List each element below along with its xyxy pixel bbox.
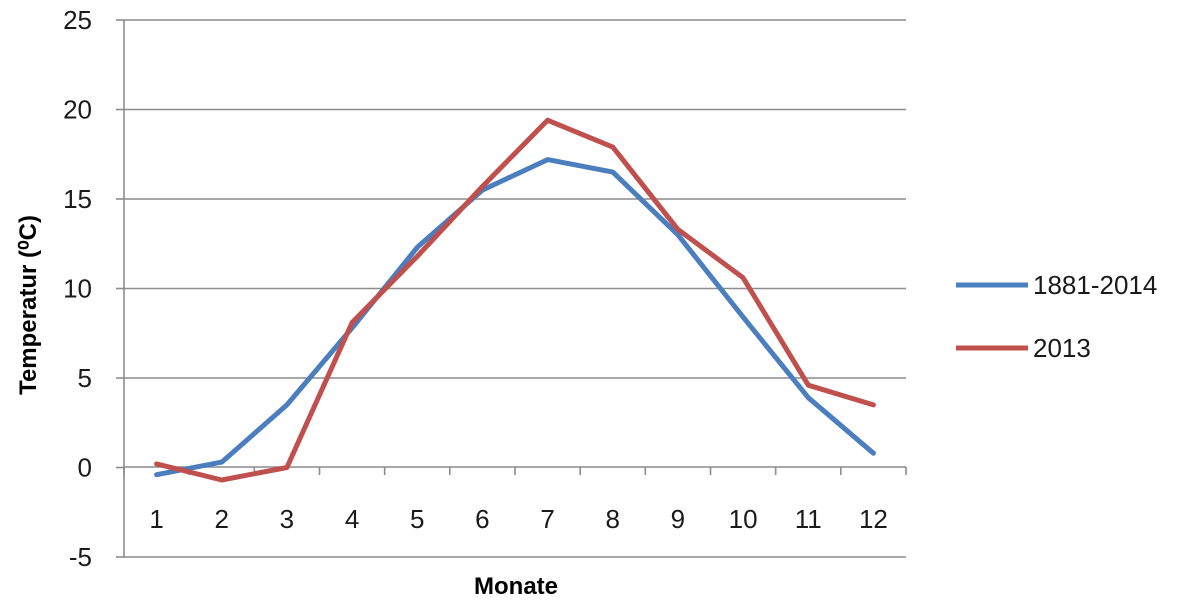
x-tick-label: 11 xyxy=(795,504,822,534)
legend-label-2013: 2013 xyxy=(1033,333,1091,363)
x-tick-label: 10 xyxy=(729,504,758,534)
y-tick-label: 10 xyxy=(63,274,92,304)
x-axis-title: Monate xyxy=(474,573,558,600)
y-tick-label: -5 xyxy=(69,542,92,572)
x-tick-label: 9 xyxy=(671,504,685,534)
gridlines xyxy=(124,19,906,558)
x-tick-label: 7 xyxy=(540,504,554,534)
x-tick-label: 4 xyxy=(345,504,359,534)
series-line-1881-2014 xyxy=(154,157,876,478)
legend: 1881-2014 2013 xyxy=(956,270,1157,363)
y-tick-label: 5 xyxy=(78,363,92,393)
series-line-2013 xyxy=(154,117,876,483)
x-tick-label: 8 xyxy=(606,504,620,534)
axes xyxy=(116,19,907,558)
x-tick-label: 12 xyxy=(859,504,888,534)
y-axis-title: Temperatur (⁰C) xyxy=(15,215,42,395)
legend-label-1881-2014: 1881-2014 xyxy=(1033,270,1157,300)
x-tick-label: 5 xyxy=(410,504,424,534)
series-lines xyxy=(154,117,876,483)
x-tick-label: 6 xyxy=(475,504,489,534)
x-tick-label: 2 xyxy=(215,504,229,534)
y-tick-label: 15 xyxy=(63,184,92,214)
x-tick-label: 1 xyxy=(149,504,163,534)
y-tick-label: 0 xyxy=(78,453,92,483)
x-tick-label: 3 xyxy=(280,504,294,534)
y-tick-label: 25 xyxy=(63,5,92,35)
y-tick-label: 20 xyxy=(63,95,92,125)
